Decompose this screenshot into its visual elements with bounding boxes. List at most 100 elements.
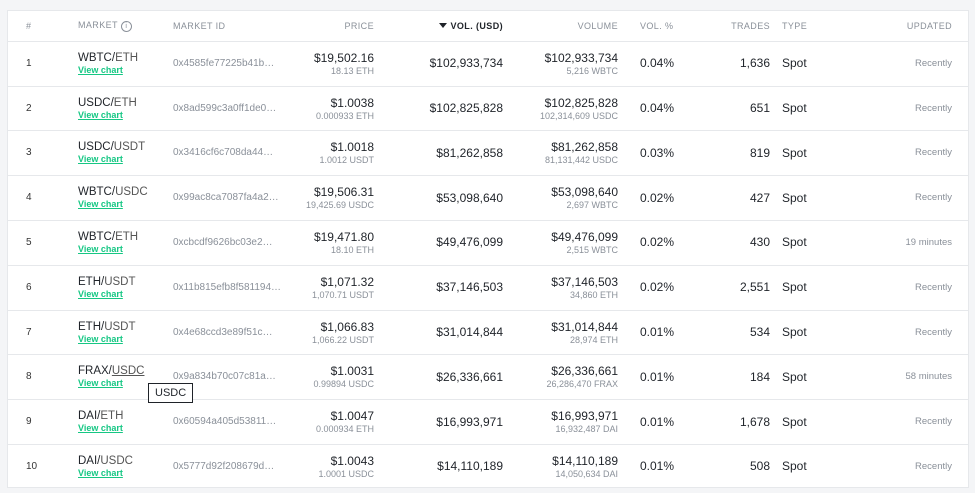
quote-asset[interactable]: ETH	[113, 96, 137, 109]
table-row[interactable]: 8 FRAX/USDC View chart 0x9a834b70c07c81a…	[8, 355, 968, 401]
market-id[interactable]: 0xcbcdf9626bc03e2…	[173, 236, 273, 248]
market-pair[interactable]: WBTC/ETH	[78, 51, 139, 64]
base-asset[interactable]: WBTC	[78, 51, 112, 64]
header-market[interactable]: MARKET i	[78, 11, 168, 41]
market-id[interactable]: 0x9a834b70c07c81a…	[173, 371, 276, 383]
header-updated[interactable]: UPDATED	[906, 21, 952, 31]
market-id[interactable]: 0x60594a405d53811…	[173, 416, 277, 428]
market-id[interactable]: 0x8ad599c3a0ff1de0…	[173, 102, 277, 114]
price-sub: 19,425.69 USDC	[305, 200, 374, 211]
quote-asset[interactable]: ETH	[115, 51, 139, 64]
market-id[interactable]: 0x4585fe77225b41b…	[173, 57, 275, 69]
type: Spot	[782, 414, 807, 429]
volume: $16,993,971	[551, 409, 618, 424]
vol-pct: 0.01%	[640, 325, 675, 340]
table-row[interactable]: 7 ETH/USDT View chart 0x4e68ccd3e89f51c……	[8, 310, 968, 356]
price-sub: 1,070.71 USDT	[311, 289, 374, 300]
view-chart-link[interactable]: View chart	[78, 467, 123, 478]
base-asset[interactable]: WBTC	[78, 186, 112, 199]
market-pair[interactable]: FRAX/USDC	[78, 365, 145, 378]
quote-asset[interactable]: USDC	[100, 454, 133, 467]
table-header: # MARKET i MARKET ID PRICE VOL. (USD) VOL…	[8, 11, 968, 42]
market-id[interactable]: 0x5777d92f208679d…	[173, 460, 275, 472]
vol-pct: 0.03%	[640, 145, 675, 160]
type: Spot	[782, 369, 807, 384]
view-chart-link[interactable]: View chart	[78, 243, 123, 254]
market-id[interactable]: 0x3416cf6c708da44…	[173, 147, 274, 159]
volume: $102,825,828	[544, 95, 618, 110]
base-asset[interactable]: FRAX	[78, 365, 109, 378]
view-chart-link[interactable]: View chart	[78, 154, 123, 165]
header-price[interactable]: PRICE	[344, 21, 374, 31]
view-chart-link[interactable]: View chart	[78, 333, 123, 344]
volume-sub: 2,697 WBTC	[566, 200, 618, 211]
table-row[interactable]: 4 WBTC/USDC View chart 0x99ac8ca7087fa4a…	[8, 175, 968, 221]
trades: 430	[749, 235, 770, 250]
trades: 508	[749, 459, 770, 474]
quote-asset[interactable]: ETH	[100, 410, 124, 423]
table-row[interactable]: 1 WBTC/ETH View chart 0x4585fe77225b41b……	[8, 41, 968, 87]
base-asset[interactable]: DAI	[78, 410, 98, 423]
trades: 534	[749, 325, 770, 340]
view-chart-link[interactable]: View chart	[78, 199, 123, 210]
header-num[interactable]: #	[26, 21, 32, 31]
view-chart-link[interactable]: View chart	[78, 109, 123, 120]
updated: Recently	[915, 460, 952, 472]
quote-asset[interactable]: USDC	[111, 365, 145, 378]
table-row[interactable]: 6 ETH/USDT View chart 0x11b815efb8f58119…	[8, 265, 968, 311]
market-id[interactable]: 0x99ac8ca7087fa4a2…	[173, 192, 279, 204]
base-asset[interactable]: ETH	[78, 320, 101, 333]
market-pair[interactable]: USDC/ETH	[78, 96, 137, 109]
view-chart-link[interactable]: View chart	[78, 423, 123, 434]
trades: 651	[749, 101, 770, 116]
price: $19,502.16	[313, 50, 374, 65]
header-vol-usd[interactable]: VOL. (USD)	[388, 11, 503, 41]
quote-asset[interactable]: ETH	[115, 230, 139, 243]
tooltip: USDC	[148, 383, 194, 403]
view-chart-link[interactable]: View chart	[78, 64, 123, 75]
base-asset[interactable]: DAI	[78, 454, 98, 467]
vol-pct: 0.02%	[640, 280, 675, 295]
market-id[interactable]: 0x4e68ccd3e89f51c…	[173, 326, 273, 338]
base-asset[interactable]: WBTC	[78, 230, 112, 243]
market-id[interactable]: 0x11b815efb8f581194…	[173, 281, 282, 293]
trades: 1,636	[739, 56, 770, 71]
market-pair[interactable]: WBTC/USDC	[78, 186, 148, 199]
price: $1.0043	[330, 453, 374, 468]
base-asset[interactable]: USDC	[78, 96, 111, 109]
header-type[interactable]: TYPE	[782, 21, 808, 31]
market-pair[interactable]: ETH/USDT	[78, 275, 136, 288]
table-row[interactable]: 3 USDC/USDT View chart 0x3416cf6c708da44…	[8, 131, 968, 177]
price-sub: 0.000934 ETH	[315, 424, 374, 435]
header-trades[interactable]: TRADES	[731, 21, 770, 31]
table-row[interactable]: 10 DAI/USDC View chart 0x5777d92f208679d…	[8, 444, 968, 489]
vol-pct: 0.02%	[640, 190, 675, 205]
market-pair[interactable]: DAI/USDC	[78, 454, 133, 467]
info-icon[interactable]: i	[120, 21, 132, 32]
type: Spot	[782, 325, 807, 340]
price-sub: 1,066.22 USDT	[311, 334, 374, 345]
market-pair[interactable]: DAI/ETH	[78, 410, 124, 423]
view-chart-link[interactable]: View chart	[78, 378, 123, 389]
view-chart-link[interactable]: View chart	[78, 288, 123, 299]
updated: Recently	[915, 326, 952, 338]
base-asset[interactable]: ETH	[78, 275, 101, 288]
type: Spot	[782, 459, 807, 474]
market-pair[interactable]: USDC/USDT	[78, 141, 146, 154]
quote-asset[interactable]: USDC	[115, 186, 148, 199]
header-volume[interactable]: VOLUME	[577, 21, 618, 31]
vol-usd: $14,110,189	[437, 459, 503, 474]
table-row[interactable]: 2 USDC/ETH View chart 0x8ad599c3a0ff1de0…	[8, 86, 968, 132]
quote-asset[interactable]: USDT	[104, 275, 136, 288]
market-pair[interactable]: ETH/USDT	[78, 320, 136, 333]
base-asset[interactable]: USDC	[78, 141, 111, 154]
vol-usd: $53,098,640	[436, 190, 503, 205]
table-row[interactable]: 5 WBTC/ETH View chart 0xcbcdf9626bc03e2……	[8, 220, 968, 266]
header-market-id[interactable]: MARKET ID	[173, 21, 226, 31]
table-row[interactable]: 9 DAI/ETH View chart 0x60594a405d53811… …	[8, 399, 968, 445]
volume-sub: 81,131,442 USDC	[544, 155, 618, 166]
header-vol-pct[interactable]: VOL. %	[640, 21, 674, 31]
quote-asset[interactable]: USDT	[113, 141, 146, 154]
market-pair[interactable]: WBTC/ETH	[78, 230, 139, 243]
quote-asset[interactable]: USDT	[104, 320, 136, 333]
